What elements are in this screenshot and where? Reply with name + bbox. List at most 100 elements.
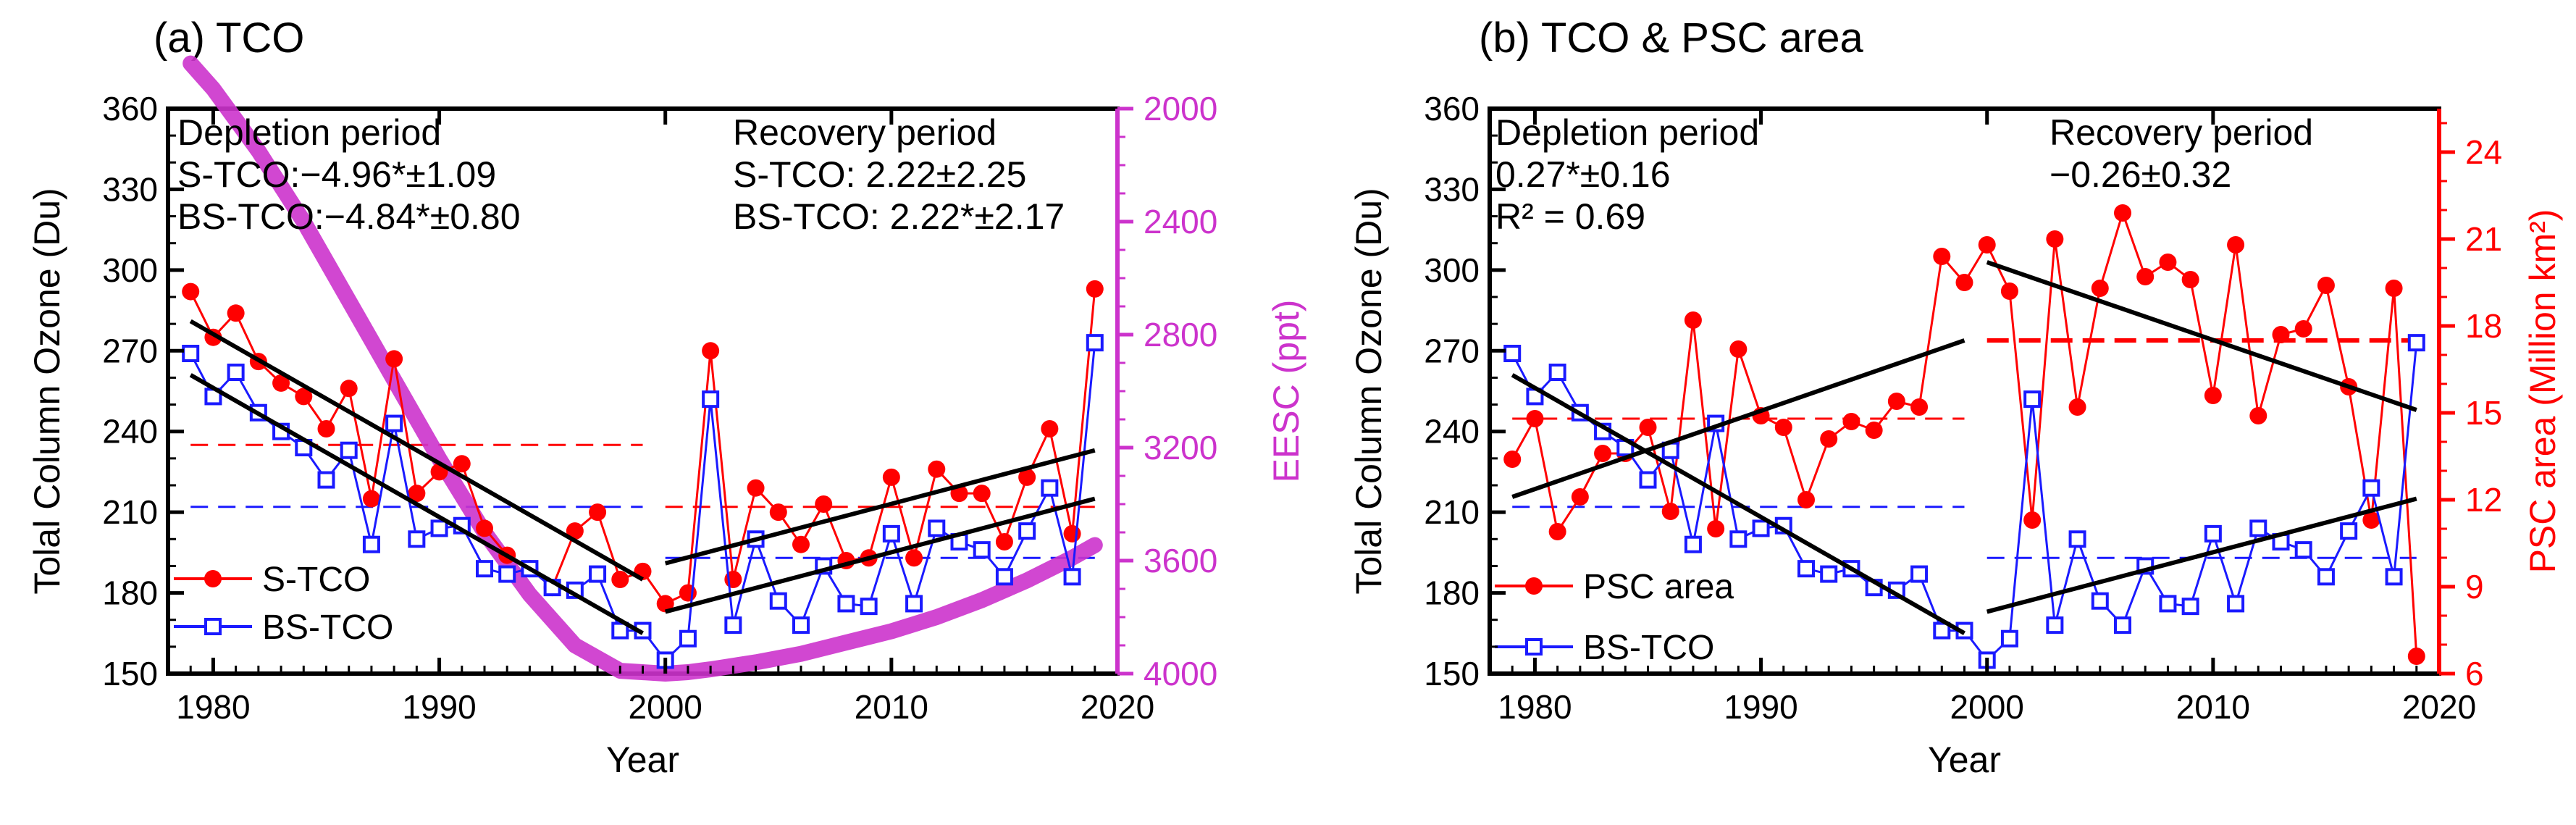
p1-bs-tco-point <box>2407 334 2425 352</box>
legend-bstco-b-marker <box>1525 638 1543 656</box>
p0-s-tco-point <box>792 535 810 553</box>
p0-bs-tco-point <box>182 345 200 362</box>
p1-bs-tco-point <box>2000 629 2018 648</box>
p0-s-tco-point <box>340 380 358 398</box>
p0-s-tco-point <box>973 485 991 503</box>
p0-bs-tco-point <box>589 565 607 583</box>
p1-psc-area-point <box>1887 393 1905 410</box>
p1-x-tick-label: 2020 <box>2402 688 2476 726</box>
p0-bs-tco-point <box>792 616 810 635</box>
p1-psc-area-point <box>2227 236 2245 254</box>
p1-y-tick-label: 210 <box>1424 493 1480 531</box>
p1-trend-line-1 <box>1511 373 1965 635</box>
p1-y2-tick-label: 21 <box>2465 220 2502 258</box>
p1-psc-area-point <box>1729 340 1748 358</box>
p0-bs-tco-point <box>679 629 697 648</box>
p1-bs-tco-point <box>2181 598 2199 616</box>
p1-psc-area-point <box>1707 520 1725 537</box>
p0-y2-tick-label: 3600 <box>1144 542 1217 579</box>
panel-a-depletion-label: Depletion period <box>177 112 441 153</box>
panel-a-depletion-bstco: BS-TCO:−4.84*±0.80 <box>177 196 521 237</box>
p1-psc-area-point <box>1955 274 1973 291</box>
p0-trend-line-2 <box>664 448 1096 566</box>
p0-y-tick-label: 240 <box>102 413 158 451</box>
p1-psc-area-point <box>1933 248 1951 265</box>
p0-y-tick-label: 330 <box>102 170 158 208</box>
legend-bstco-b-label: BS-TCO <box>1583 629 1714 667</box>
p0-bs-tco-point <box>724 616 742 635</box>
p0-x-tick-label: 2000 <box>629 688 702 726</box>
p1-psc-area-point <box>1639 419 1657 436</box>
p1-y-tick-label: 150 <box>1424 655 1480 692</box>
p0-y2-tick-label: 2400 <box>1144 203 1217 240</box>
p1-y2-tick-label: 15 <box>2465 394 2502 432</box>
p0-s-tco-point <box>882 468 900 486</box>
p1-bs-tco-point <box>2317 568 2335 586</box>
p0-x-tick-label: 1980 <box>176 688 250 726</box>
p1-psc-area-point <box>1774 419 1792 436</box>
panel-b-title: (b) TCO & PSC area <box>1479 14 1863 62</box>
p0-bs-tco-point <box>837 595 855 613</box>
p0-y-tick-label: 180 <box>102 574 158 612</box>
p1-x-tick-label: 2010 <box>2176 688 2250 726</box>
p1-psc-area-point <box>2385 280 2403 297</box>
panel-tco: (a) TCO Depletion period S-TCO:−4.96*±1.… <box>27 14 1306 780</box>
legend-bstco-label: BS-TCO <box>262 608 393 647</box>
p1-bs-tco-point <box>1933 621 1951 640</box>
p1-y2-tick-label: 24 <box>2465 133 2502 171</box>
p1-bs-tco-point <box>1729 530 1748 548</box>
p1-psc-area-point <box>1797 491 1815 508</box>
p1-psc-area-point <box>2159 254 2177 271</box>
p0-s-tco-point <box>317 420 335 437</box>
p0-trend-line-0 <box>189 319 644 582</box>
p0-s-tco-point <box>611 571 629 588</box>
p1-bs-tco-point <box>1548 364 1566 381</box>
p1-psc-area-point <box>2181 271 2199 288</box>
p1-bs-tco-point <box>1910 565 1929 583</box>
p0-bs-tco-point <box>227 364 245 381</box>
p1-psc-area-point <box>2091 280 2109 297</box>
panel-a-recovery-label: Recovery period <box>733 112 997 153</box>
panel-b-legend: PSC area BS-TCO <box>1495 568 1734 667</box>
p1-y2-tick-label: 6 <box>2465 655 2484 692</box>
p0-bs-tco-point <box>340 441 358 459</box>
p1-psc-area-point <box>2272 326 2290 343</box>
p1-x-axis-title: Year <box>1928 740 2001 780</box>
p0-s-tco-point <box>1041 420 1059 437</box>
p0-bs-tco-point <box>1063 568 1081 586</box>
p1-psc-area-point <box>2249 407 2267 424</box>
p0-x-axis-title: Year <box>606 740 679 780</box>
panel-b-recovery-trend: −0.26±0.32 <box>2050 154 2231 195</box>
p0-bs-tco-point <box>362 535 380 553</box>
p0-bs-tco-point <box>317 471 335 489</box>
p0-bs-tco-point <box>995 568 1013 586</box>
panel-a-legend: S-TCO BS-TCO <box>174 561 393 647</box>
p0-x-tick-label: 2020 <box>1081 688 1154 726</box>
p0-y2-tick-label: 4000 <box>1144 655 1217 692</box>
p1-y-tick-label: 180 <box>1424 574 1480 612</box>
panel-a-depletion-stco: S-TCO:−4.96*±1.09 <box>177 154 496 195</box>
p0-s-tco-point <box>1086 280 1104 298</box>
p0-y-tick-label: 270 <box>102 332 158 369</box>
p0-bs-tco-point <box>1018 522 1036 540</box>
panel-b-recovery-label: Recovery period <box>2050 112 2313 153</box>
p1-bs-tco-point <box>2385 568 2403 586</box>
p0-bs-tco-point <box>498 565 516 583</box>
legend-psc-marker <box>1525 577 1543 595</box>
p0-s-tco-point <box>385 350 403 368</box>
p0-bs-tco-point <box>905 595 923 613</box>
p1-bs-tco-point <box>2159 595 2177 613</box>
p1-bs-tco-point <box>2204 524 2222 543</box>
p1-psc-area-point <box>2362 511 2380 529</box>
p0-s-tco-point <box>272 374 290 392</box>
p0-bs-tco-point <box>476 560 493 578</box>
p1-psc-area-point <box>1594 445 1612 462</box>
p0-s-tco-point <box>905 549 923 567</box>
p0-bs-tco-point <box>1041 479 1059 497</box>
p0-s-tco-point <box>769 503 787 522</box>
p1-bs-tco-point <box>2091 592 2109 610</box>
p1-psc-area-point <box>2046 230 2064 248</box>
p1-psc-area-point <box>1910 398 1929 416</box>
panel-a-recovery-annotation: Recovery period S-TCO: 2.22±2.25 BS-TCO:… <box>733 112 1065 237</box>
